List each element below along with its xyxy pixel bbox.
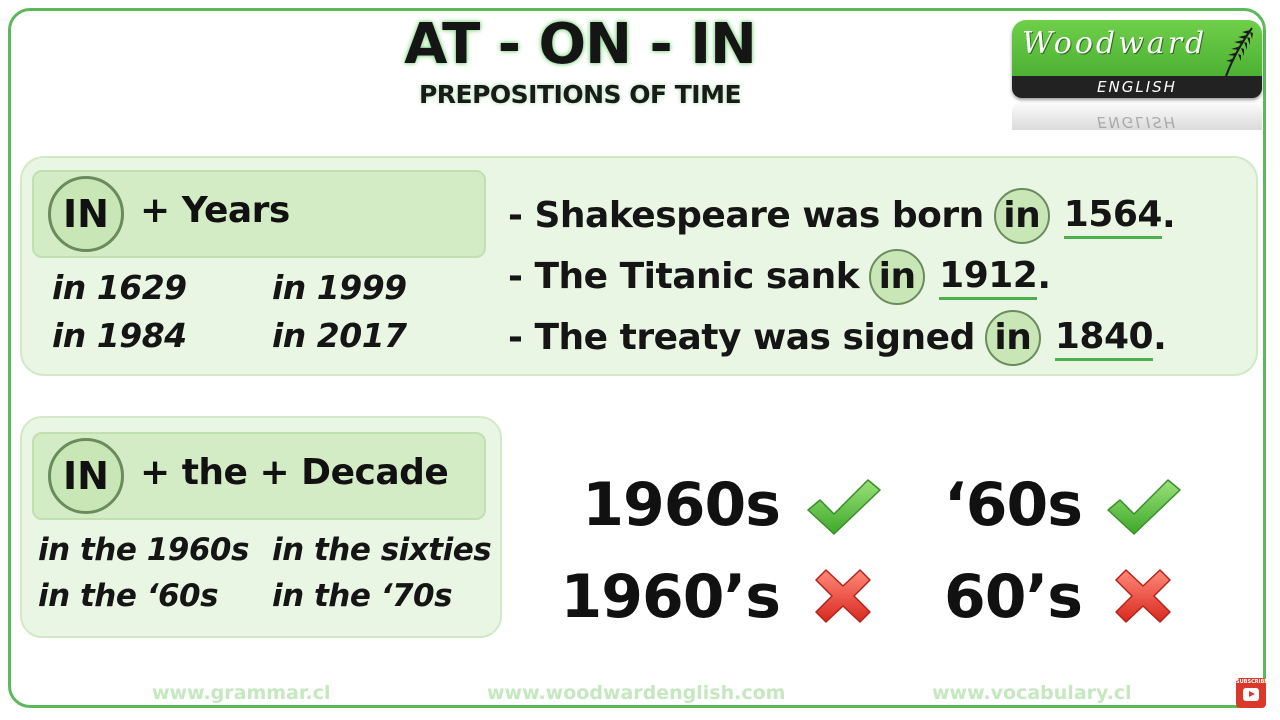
year-example: in 1629: [52, 268, 187, 307]
footer-link-grammar[interactable]: www.grammar.cl: [152, 682, 331, 704]
years-panel: [20, 156, 1258, 376]
example-sentence: - The treaty was signed in 1840.: [508, 310, 1167, 366]
decade-example: in the ‘60s: [38, 578, 219, 614]
sentence-text: - The treaty was signed: [508, 317, 975, 358]
page-subtitle: PREPOSITIONS OF TIME: [418, 80, 742, 109]
in-highlight: in: [869, 249, 926, 305]
decade-form-incorrect: 1960’s: [560, 562, 782, 632]
in-highlight: in: [993, 188, 1050, 244]
sentence-end: .: [1153, 317, 1167, 358]
decade-form-incorrect: 60’s: [943, 562, 1083, 632]
fern-icon: [1223, 27, 1253, 83]
sentence-text: - Shakespeare was born: [508, 195, 984, 236]
check-icon: [807, 479, 881, 535]
years-rule-text: + Years: [140, 190, 290, 231]
logo-name: Woodward: [1022, 26, 1208, 61]
footer-link-vocabulary[interactable]: www.vocabulary.cl: [932, 682, 1132, 704]
subscribe-button[interactable]: SUBSCRIBE: [1236, 678, 1268, 708]
cross-icon: [1115, 569, 1171, 623]
in-badge: IN: [48, 176, 124, 252]
decade-form-correct: ‘60s: [943, 470, 1083, 540]
logo-reflection: ENGLISH: [1012, 100, 1262, 130]
sentence-end: .: [1037, 256, 1051, 297]
decade-rule-text: + the + Decade: [140, 452, 449, 493]
sentence-year: 1564: [1063, 194, 1162, 239]
year-example: in 1999: [272, 268, 407, 307]
decade-example: in the 1960s: [38, 532, 249, 568]
in-badge: IN: [48, 438, 124, 514]
sentence-end: .: [1161, 195, 1176, 236]
cross-icon: [815, 569, 871, 623]
year-example: in 1984: [52, 316, 187, 355]
example-sentence: - The Titanic sank in 1912.: [508, 249, 1051, 305]
logo-subtitle: ENGLISH: [1012, 76, 1262, 98]
sentence-year: 1912: [939, 255, 1038, 300]
sentence-year: 1840: [1054, 316, 1154, 361]
subscribe-label: SUBSCRIBE: [1236, 679, 1268, 685]
slide-frame: [8, 8, 1266, 708]
page-title: AT - ON - IN: [404, 12, 757, 77]
play-icon: [1243, 688, 1259, 701]
decade-example: in the ‘70s: [272, 578, 453, 614]
example-sentence: - Shakespeare was born in 1564.: [508, 188, 1176, 244]
year-example: in 2017: [272, 316, 407, 355]
in-highlight: in: [984, 310, 1041, 366]
decade-example: in the sixties: [272, 532, 492, 568]
woodward-logo[interactable]: Woodward ENGLISH: [1012, 20, 1262, 98]
decade-form-correct: 1960s: [582, 470, 781, 540]
footer-link-woodward[interactable]: www.woodwardenglish.com: [487, 682, 786, 704]
check-icon: [1107, 479, 1181, 535]
sentence-text: - The Titanic sank: [508, 256, 860, 297]
